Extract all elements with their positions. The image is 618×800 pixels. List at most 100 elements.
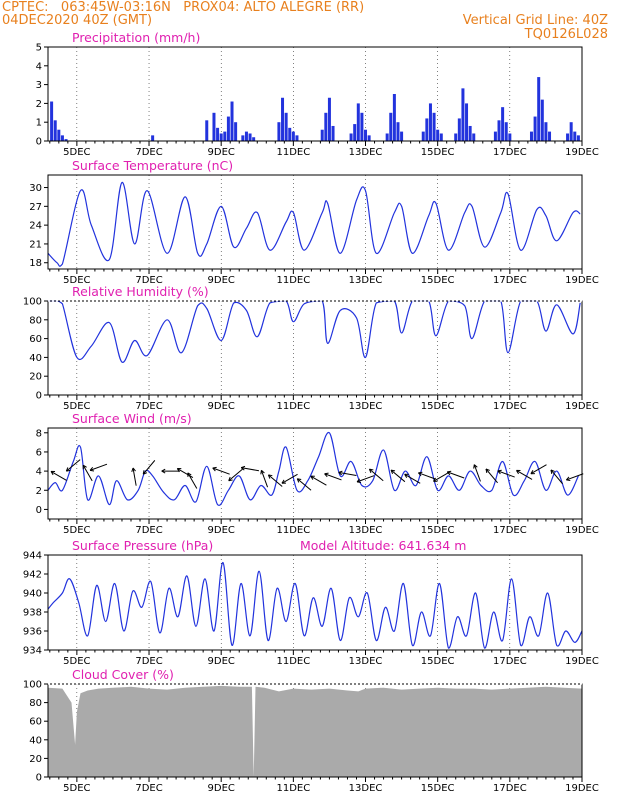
x-tick-label: 5DEC [63, 147, 90, 158]
x-tick-label: 15DEC [421, 401, 455, 412]
wind-arrow-shaft [324, 473, 342, 481]
x-tick-label: 17DEC [493, 525, 527, 536]
x-tick-label: 15DEC [421, 656, 455, 667]
precip-bar [248, 133, 252, 141]
wind-arrow-shaft [485, 468, 498, 484]
wind-arrow-shaft [369, 468, 384, 482]
x-tick-label: 9DEC [208, 147, 235, 158]
precip-bar [295, 135, 299, 141]
x-tick-label: 11DEC [276, 783, 310, 794]
y-tick-label: 940 [23, 589, 42, 600]
wind-arrow-head [267, 474, 271, 479]
x-tick-label: 13DEC [349, 525, 383, 536]
precip-bar [468, 125, 472, 141]
precip-bar [50, 101, 54, 141]
y-tick-label: 938 [23, 608, 42, 619]
y-tick-label: 80 [29, 698, 42, 709]
panel-2: Surface Temperature (nC) 18 21 24 27 30 5DEC 7D… [29, 158, 599, 286]
y-tick-label: 3 [36, 80, 42, 91]
y-tick-label: 0 [36, 505, 42, 516]
precip-bar [360, 112, 364, 141]
wind-arrow-head [516, 470, 519, 475]
x-tick-label: 9DEC [208, 401, 235, 412]
x-tick-label: 17DEC [493, 783, 527, 794]
precip-bar [244, 131, 248, 141]
wind-arrow-head [356, 481, 362, 483]
wind-arrow-shaft [310, 475, 327, 486]
series-line [47, 181, 581, 267]
wind-arrow-head [565, 476, 570, 481]
precip-bar [364, 129, 368, 141]
precip-bar [436, 129, 440, 141]
precip-bar [389, 112, 393, 141]
wind-arrow-head [89, 469, 95, 472]
precip-bar [288, 127, 292, 141]
y-tick-label: 1 [36, 118, 42, 129]
panel-title: Cloud Cover (%) [72, 667, 174, 682]
wind-arrow-shaft [281, 473, 298, 484]
wind-arrow-shaft [268, 474, 283, 487]
precip-bar [472, 133, 476, 141]
wind-arrow-head [550, 469, 555, 472]
panel-6: Cloud Cover (%) 0 20 40 60 80 100 5DEC 7DEC 9DEC 1… [23, 667, 599, 794]
x-tick-label: 7DEC [135, 401, 162, 412]
panel-5: Surface Pressure (hPa) Model Altitude: 64… [23, 538, 599, 667]
precip-bar [396, 122, 400, 141]
wind-arrow-head [228, 479, 233, 482]
wind-arrow-head [89, 467, 94, 471]
x-tick-label: 19DEC [565, 783, 599, 794]
y-tick-label: 936 [23, 627, 42, 638]
x-tick-label: 13DEC [349, 401, 383, 412]
precip-bar [223, 131, 227, 141]
precip-bar [421, 131, 425, 141]
wind-arrow-shaft [418, 472, 436, 480]
header-model: TQ0126L028 [524, 27, 608, 42]
precip-bar [234, 122, 238, 141]
wind-arrow-shaft [132, 467, 137, 486]
wind-arrow-head [485, 468, 488, 474]
x-tick-label: 11DEC [276, 401, 310, 412]
x-tick-label: 7DEC [135, 525, 162, 536]
wind-arrow-head [268, 474, 273, 477]
wind-arrow-shaft [260, 470, 269, 488]
y-tick-label: 0 [36, 137, 42, 148]
x-tick-label: 17DEC [493, 147, 527, 158]
wind-arrow-head [338, 470, 343, 473]
y-tick-label: 0 [36, 391, 42, 402]
precip-bar [392, 94, 396, 141]
precip-bar [439, 133, 443, 141]
precip-bar [544, 122, 548, 141]
precip-bar [226, 116, 230, 141]
wind-arrow-head [161, 470, 166, 474]
x-tick-label: 9DEC [208, 783, 235, 794]
precip-bar [216, 127, 220, 141]
precip-bar [461, 88, 465, 141]
wind-arrow-head [550, 469, 553, 474]
wind-arrow-head [433, 477, 436, 482]
x-tick-label: 13DEC [349, 275, 383, 286]
wind-arrow-head [50, 471, 54, 476]
header-date: 04DEC2020 40Z (GMT) [2, 13, 153, 28]
precip-bar [497, 120, 501, 141]
precip-bar [281, 97, 285, 141]
wind-arrow-shaft [566, 473, 584, 481]
x-tick-label: 19DEC [565, 656, 599, 667]
x-tick-label: 15DEC [421, 525, 455, 536]
wind-arrow-shaft [228, 468, 243, 482]
wind-arrow-head [404, 474, 408, 478]
wind-arrow-head [241, 465, 246, 469]
precip-bar [284, 112, 288, 141]
wind-arrow-head [281, 479, 285, 484]
wind-arrow-head [530, 470, 534, 474]
panel-4: Surface Wind (m/s) 0 2 4 6 8 5DEC 7DEC 9DEC 11DEC… [36, 411, 599, 536]
precip-bar [457, 118, 461, 141]
y-tick-label: 4 [36, 61, 42, 72]
wind-arrow-shaft [177, 468, 194, 478]
wind-arrow-head [324, 472, 329, 475]
wind-arrow-shaft [296, 478, 312, 491]
y-tick-label: 30 [29, 183, 42, 194]
x-tick-label: 5DEC [63, 275, 90, 286]
wind-arrow-shaft [212, 467, 230, 475]
wind-arrow-head [187, 472, 192, 476]
x-tick-label: 7DEC [135, 783, 162, 794]
